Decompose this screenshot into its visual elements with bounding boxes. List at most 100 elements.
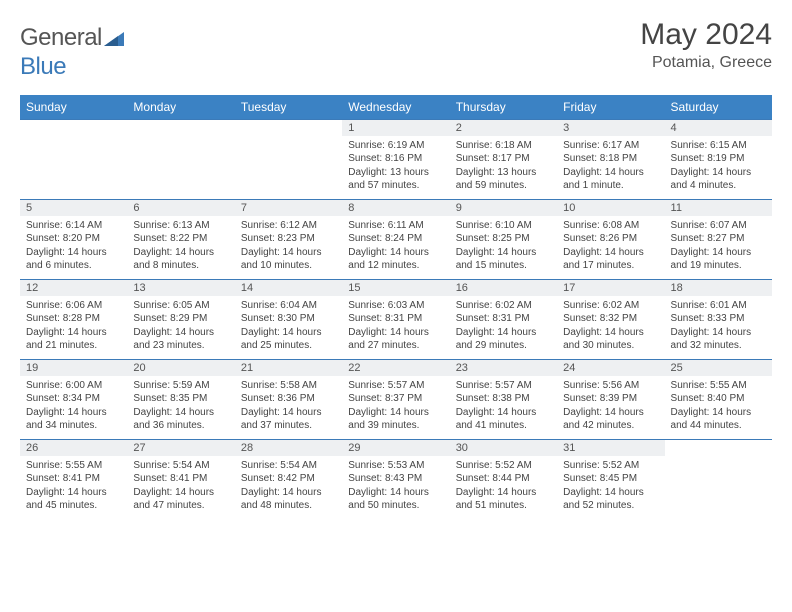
- sunrise-text: Sunrise: 5:56 AM: [563, 379, 658, 393]
- day-number: 12: [20, 279, 127, 296]
- daylight-text: Daylight: 14 hours: [348, 486, 443, 500]
- day-cell: Sunrise: 5:56 AMSunset: 8:39 PMDaylight:…: [557, 376, 664, 440]
- sunrise-text: Sunrise: 5:53 AM: [348, 459, 443, 473]
- daylight-text: and 30 minutes.: [563, 339, 658, 353]
- brand-logo: GeneralBlue: [20, 24, 124, 81]
- weekday-header: Wednesday: [342, 95, 449, 120]
- day-cell: Sunrise: 6:03 AMSunset: 8:31 PMDaylight:…: [342, 296, 449, 360]
- daylight-text: and 50 minutes.: [348, 499, 443, 513]
- day-cell: Sunrise: 5:54 AMSunset: 8:41 PMDaylight:…: [127, 456, 234, 519]
- daylight-text: and 25 minutes.: [241, 339, 336, 353]
- sunset-text: Sunset: 8:19 PM: [671, 152, 766, 166]
- day-number: 4: [665, 119, 772, 136]
- day-number-row: 262728293031: [20, 439, 772, 456]
- daylight-text: Daylight: 14 hours: [671, 246, 766, 260]
- daylight-text: Daylight: 14 hours: [563, 406, 658, 420]
- day-cell: Sunrise: 5:59 AMSunset: 8:35 PMDaylight:…: [127, 376, 234, 440]
- sunset-text: Sunset: 8:29 PM: [133, 312, 228, 326]
- day-number: 15: [342, 279, 449, 296]
- day-cell: Sunrise: 6:10 AMSunset: 8:25 PMDaylight:…: [450, 216, 557, 280]
- header: GeneralBlue May 2024 Potamia, Greece: [20, 18, 772, 81]
- daylight-text: Daylight: 14 hours: [133, 406, 228, 420]
- day-data-row: Sunrise: 6:06 AMSunset: 8:28 PMDaylight:…: [20, 296, 772, 360]
- sunrise-text: Sunrise: 6:02 AM: [563, 299, 658, 313]
- daylight-text: and 21 minutes.: [26, 339, 121, 353]
- daylight-text: and 15 minutes.: [456, 259, 551, 273]
- daylight-text: Daylight: 14 hours: [133, 486, 228, 500]
- daylight-text: Daylight: 14 hours: [241, 406, 336, 420]
- sunset-text: Sunset: 8:41 PM: [26, 472, 121, 486]
- day-number: 17: [557, 279, 664, 296]
- day-data-row: Sunrise: 6:00 AMSunset: 8:34 PMDaylight:…: [20, 376, 772, 440]
- daylight-text: Daylight: 14 hours: [671, 166, 766, 180]
- sunset-text: Sunset: 8:26 PM: [563, 232, 658, 246]
- day-number: 6: [127, 199, 234, 216]
- weekday-header: Saturday: [665, 95, 772, 120]
- day-data-row: Sunrise: 6:14 AMSunset: 8:20 PMDaylight:…: [20, 216, 772, 280]
- day-cell: Sunrise: 6:07 AMSunset: 8:27 PMDaylight:…: [665, 216, 772, 280]
- daylight-text: Daylight: 13 hours: [456, 166, 551, 180]
- sunrise-text: Sunrise: 6:02 AM: [456, 299, 551, 313]
- day-cell: Sunrise: 6:15 AMSunset: 8:19 PMDaylight:…: [665, 136, 772, 200]
- day-number: 26: [20, 439, 127, 456]
- brand-part2: Blue: [20, 53, 66, 80]
- daylight-text: and 36 minutes.: [133, 419, 228, 433]
- sunset-text: Sunset: 8:34 PM: [26, 392, 121, 406]
- brand-part1: General: [20, 24, 102, 51]
- day-number: 14: [235, 279, 342, 296]
- daylight-text: and 10 minutes.: [241, 259, 336, 273]
- sunset-text: Sunset: 8:38 PM: [456, 392, 551, 406]
- day-cell: Sunrise: 6:01 AMSunset: 8:33 PMDaylight:…: [665, 296, 772, 360]
- day-number: 23: [450, 359, 557, 376]
- day-number-row: 19202122232425: [20, 359, 772, 376]
- sunrise-text: Sunrise: 6:10 AM: [456, 219, 551, 233]
- daylight-text: and 1 minute.: [563, 179, 658, 193]
- day-number: 3: [557, 119, 664, 136]
- sunrise-text: Sunrise: 5:59 AM: [133, 379, 228, 393]
- day-cell: Sunrise: 6:14 AMSunset: 8:20 PMDaylight:…: [20, 216, 127, 280]
- weekday-header: Thursday: [450, 95, 557, 120]
- daylight-text: and 34 minutes.: [26, 419, 121, 433]
- day-cell: Sunrise: 5:55 AMSunset: 8:41 PMDaylight:…: [20, 456, 127, 519]
- day-cell: [127, 136, 234, 200]
- day-cell: Sunrise: 5:55 AMSunset: 8:40 PMDaylight:…: [665, 376, 772, 440]
- sunrise-text: Sunrise: 6:03 AM: [348, 299, 443, 313]
- day-number-row: 1234: [20, 119, 772, 136]
- day-cell: Sunrise: 6:17 AMSunset: 8:18 PMDaylight:…: [557, 136, 664, 200]
- sunset-text: Sunset: 8:42 PM: [241, 472, 336, 486]
- daylight-text: and 19 minutes.: [671, 259, 766, 273]
- sunrise-text: Sunrise: 6:04 AM: [241, 299, 336, 313]
- day-number-row: 12131415161718: [20, 279, 772, 296]
- sunset-text: Sunset: 8:30 PM: [241, 312, 336, 326]
- sunrise-text: Sunrise: 6:06 AM: [26, 299, 121, 313]
- daylight-text: and 59 minutes.: [456, 179, 551, 193]
- sunrise-text: Sunrise: 5:58 AM: [241, 379, 336, 393]
- day-number: 25: [665, 359, 772, 376]
- sunset-text: Sunset: 8:18 PM: [563, 152, 658, 166]
- sunset-text: Sunset: 8:36 PM: [241, 392, 336, 406]
- daylight-text: and 29 minutes.: [456, 339, 551, 353]
- day-cell: Sunrise: 6:02 AMSunset: 8:31 PMDaylight:…: [450, 296, 557, 360]
- daylight-text: and 4 minutes.: [671, 179, 766, 193]
- day-cell: Sunrise: 5:57 AMSunset: 8:37 PMDaylight:…: [342, 376, 449, 440]
- sunrise-text: Sunrise: 6:07 AM: [671, 219, 766, 233]
- sunrise-text: Sunrise: 6:18 AM: [456, 139, 551, 153]
- sunset-text: Sunset: 8:41 PM: [133, 472, 228, 486]
- day-number: 16: [450, 279, 557, 296]
- daylight-text: Daylight: 14 hours: [26, 486, 121, 500]
- sunrise-text: Sunrise: 6:17 AM: [563, 139, 658, 153]
- day-number: 8: [342, 199, 449, 216]
- weekday-header: Friday: [557, 95, 664, 120]
- daylight-text: Daylight: 14 hours: [348, 406, 443, 420]
- daylight-text: and 8 minutes.: [133, 259, 228, 273]
- day-cell: Sunrise: 6:19 AMSunset: 8:16 PMDaylight:…: [342, 136, 449, 200]
- day-number: 2: [450, 119, 557, 136]
- day-number: 22: [342, 359, 449, 376]
- day-cell: Sunrise: 5:57 AMSunset: 8:38 PMDaylight:…: [450, 376, 557, 440]
- day-cell: Sunrise: 6:08 AMSunset: 8:26 PMDaylight:…: [557, 216, 664, 280]
- day-data-row: Sunrise: 6:19 AMSunset: 8:16 PMDaylight:…: [20, 136, 772, 200]
- sunrise-text: Sunrise: 5:52 AM: [456, 459, 551, 473]
- calendar-header-row: Sunday Monday Tuesday Wednesday Thursday…: [20, 95, 772, 120]
- daylight-text: and 23 minutes.: [133, 339, 228, 353]
- daylight-text: Daylight: 14 hours: [26, 406, 121, 420]
